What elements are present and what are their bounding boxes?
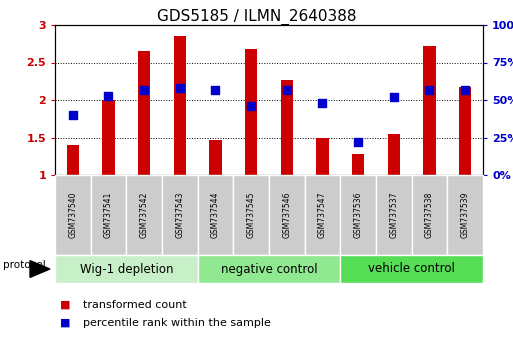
Text: GDS5185 / ILMN_2640388: GDS5185 / ILMN_2640388 (157, 9, 356, 25)
Bar (198, 255, 340, 283)
Polygon shape (30, 261, 50, 278)
Text: ■: ■ (60, 318, 71, 328)
Point (176, 85, 184, 91)
Point (211, 87, 220, 92)
Bar (198, 175, 233, 255)
Point (425, 87, 433, 92)
Text: vehicle control: vehicle control (368, 263, 455, 275)
Point (69, 112, 77, 118)
Text: transformed count: transformed count (83, 300, 187, 310)
Text: ■: ■ (60, 300, 71, 310)
Text: GSM737542: GSM737542 (140, 192, 149, 238)
Bar (269, 175, 305, 255)
Bar (340, 175, 376, 255)
Bar (376, 175, 411, 255)
Text: GSM737539: GSM737539 (461, 192, 470, 238)
Bar (459, 87, 471, 175)
Bar (305, 175, 340, 255)
Text: negative control: negative control (221, 263, 318, 275)
Text: GSM737544: GSM737544 (211, 192, 220, 238)
Bar (173, 36, 186, 175)
Bar (281, 80, 293, 175)
Bar (55, 255, 198, 283)
Text: GSM737546: GSM737546 (282, 192, 291, 238)
Text: GSM737538: GSM737538 (425, 192, 434, 238)
Bar (55, 175, 91, 255)
Text: GSM737547: GSM737547 (318, 192, 327, 238)
Point (354, 139, 362, 145)
Point (390, 94, 398, 100)
Bar (423, 46, 436, 175)
Point (283, 87, 291, 92)
Text: GSM737541: GSM737541 (104, 192, 113, 238)
Text: GSM737543: GSM737543 (175, 192, 184, 238)
Text: GSM737537: GSM737537 (389, 192, 398, 238)
Bar (102, 100, 115, 175)
Bar (316, 137, 329, 175)
Point (247, 103, 255, 109)
Bar (233, 175, 269, 255)
Point (140, 87, 148, 92)
Text: GSM737536: GSM737536 (353, 192, 363, 238)
Text: protocol: protocol (3, 261, 45, 270)
Point (319, 100, 327, 106)
Point (105, 93, 113, 98)
Bar (340, 255, 483, 283)
Bar (138, 51, 150, 175)
Text: GSM737540: GSM737540 (68, 192, 77, 238)
Bar (91, 175, 126, 255)
Point (461, 87, 469, 92)
Bar (352, 154, 364, 175)
Text: Wig-1 depletion: Wig-1 depletion (80, 263, 173, 275)
Bar (245, 49, 258, 175)
Bar (411, 175, 447, 255)
Bar (388, 134, 400, 175)
Bar (67, 145, 79, 175)
Bar (447, 175, 483, 255)
Bar (126, 175, 162, 255)
Bar (209, 140, 222, 175)
Bar (162, 175, 198, 255)
Text: percentile rank within the sample: percentile rank within the sample (83, 318, 271, 328)
Text: GSM737545: GSM737545 (247, 192, 255, 238)
